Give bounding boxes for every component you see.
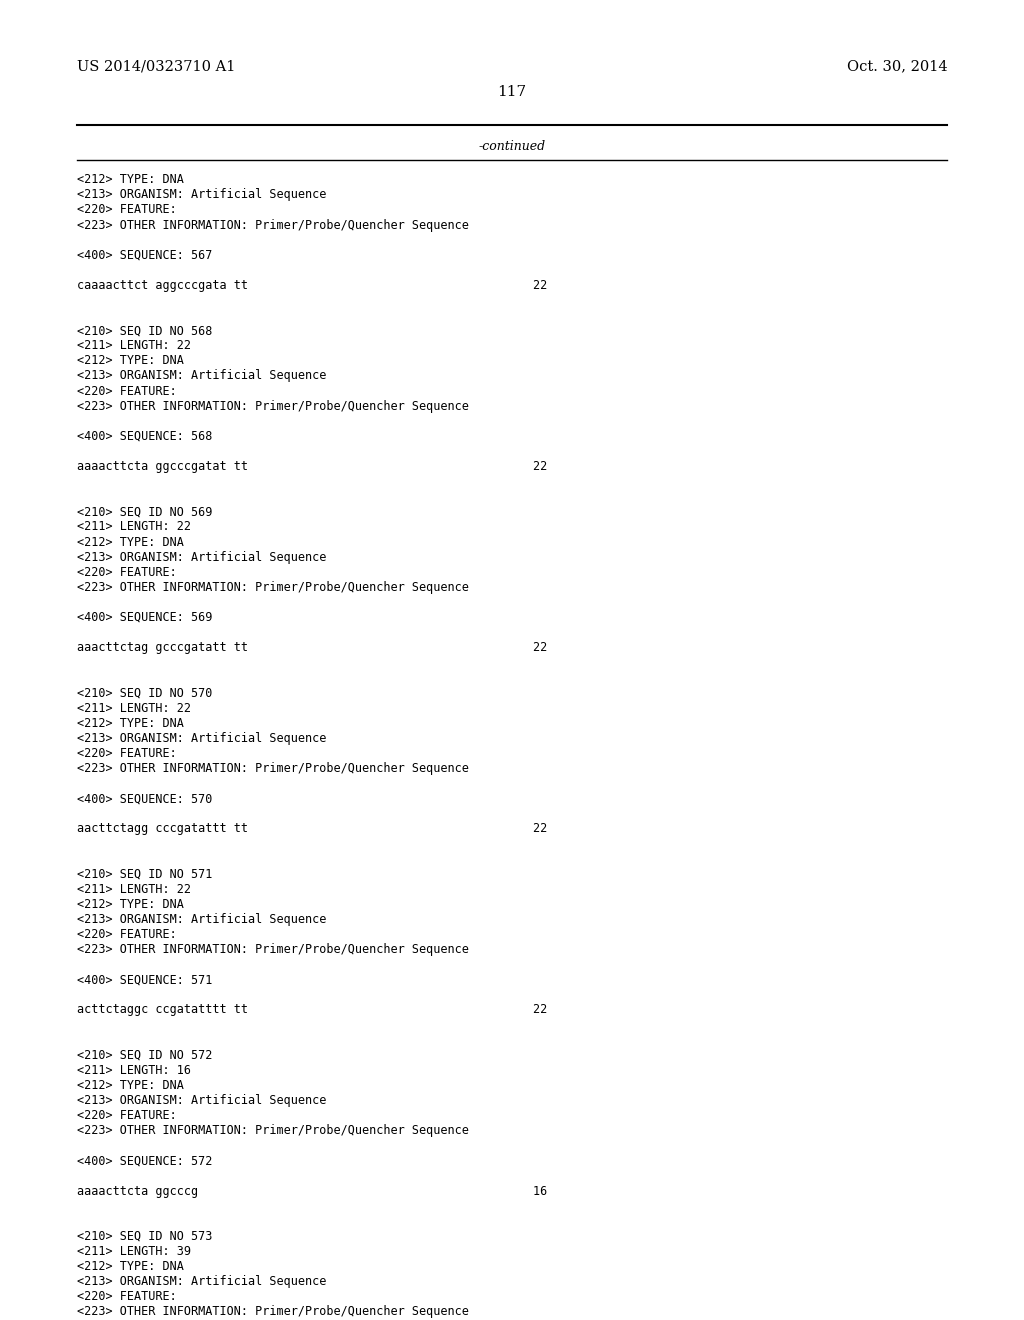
Text: <211> LENGTH: 22: <211> LENGTH: 22 [77, 520, 190, 533]
Text: <211> LENGTH: 22: <211> LENGTH: 22 [77, 883, 190, 896]
Text: <223> OTHER INFORMATION: Primer/Probe/Quencher Sequence: <223> OTHER INFORMATION: Primer/Probe/Qu… [77, 1305, 469, 1319]
Text: <213> ORGANISM: Artificial Sequence: <213> ORGANISM: Artificial Sequence [77, 731, 327, 744]
Text: <220> FEATURE:: <220> FEATURE: [77, 203, 176, 216]
Text: <213> ORGANISM: Artificial Sequence: <213> ORGANISM: Artificial Sequence [77, 370, 327, 383]
Text: <220> FEATURE:: <220> FEATURE: [77, 566, 176, 578]
Text: <210> SEQ ID NO 568: <210> SEQ ID NO 568 [77, 325, 212, 337]
Text: <213> ORGANISM: Artificial Sequence: <213> ORGANISM: Artificial Sequence [77, 1094, 327, 1107]
Text: <223> OTHER INFORMATION: Primer/Probe/Quencher Sequence: <223> OTHER INFORMATION: Primer/Probe/Qu… [77, 762, 469, 775]
Text: <220> FEATURE:: <220> FEATURE: [77, 384, 176, 397]
Text: <223> OTHER INFORMATION: Primer/Probe/Quencher Sequence: <223> OTHER INFORMATION: Primer/Probe/Qu… [77, 1125, 469, 1138]
Text: <211> LENGTH: 22: <211> LENGTH: 22 [77, 339, 190, 352]
Text: acttctaggc ccgatatttt tt                                        22: acttctaggc ccgatatttt tt 22 [77, 1003, 547, 1016]
Text: <213> ORGANISM: Artificial Sequence: <213> ORGANISM: Artificial Sequence [77, 913, 327, 925]
Text: <210> SEQ ID NO 572: <210> SEQ ID NO 572 [77, 1049, 212, 1061]
Text: <213> ORGANISM: Artificial Sequence: <213> ORGANISM: Artificial Sequence [77, 1275, 327, 1288]
Text: Oct. 30, 2014: Oct. 30, 2014 [847, 59, 947, 73]
Text: <400> SEQUENCE: 572: <400> SEQUENCE: 572 [77, 1155, 212, 1167]
Text: <210> SEQ ID NO 573: <210> SEQ ID NO 573 [77, 1230, 212, 1243]
Text: <400> SEQUENCE: 567: <400> SEQUENCE: 567 [77, 248, 212, 261]
Text: <211> LENGTH: 22: <211> LENGTH: 22 [77, 701, 190, 714]
Text: <212> TYPE: DNA: <212> TYPE: DNA [77, 354, 183, 367]
Text: <211> LENGTH: 16: <211> LENGTH: 16 [77, 1064, 190, 1077]
Text: <400> SEQUENCE: 568: <400> SEQUENCE: 568 [77, 430, 212, 444]
Text: <223> OTHER INFORMATION: Primer/Probe/Quencher Sequence: <223> OTHER INFORMATION: Primer/Probe/Qu… [77, 581, 469, 594]
Text: aaacttctag gcccgatatt tt                                        22: aaacttctag gcccgatatt tt 22 [77, 642, 547, 655]
Text: <210> SEQ ID NO 570: <210> SEQ ID NO 570 [77, 686, 212, 700]
Text: aacttctagg cccgatattt tt                                        22: aacttctagg cccgatattt tt 22 [77, 822, 547, 836]
Text: <220> FEATURE:: <220> FEATURE: [77, 1109, 176, 1122]
Text: -continued: -continued [478, 140, 546, 153]
Text: <220> FEATURE:: <220> FEATURE: [77, 747, 176, 760]
Text: <220> FEATURE:: <220> FEATURE: [77, 928, 176, 941]
Text: <213> ORGANISM: Artificial Sequence: <213> ORGANISM: Artificial Sequence [77, 550, 327, 564]
Text: <400> SEQUENCE: 569: <400> SEQUENCE: 569 [77, 611, 212, 624]
Text: <212> TYPE: DNA: <212> TYPE: DNA [77, 1261, 183, 1272]
Text: US 2014/0323710 A1: US 2014/0323710 A1 [77, 59, 236, 73]
Text: <212> TYPE: DNA: <212> TYPE: DNA [77, 717, 183, 730]
Text: <212> TYPE: DNA: <212> TYPE: DNA [77, 536, 183, 549]
Text: <400> SEQUENCE: 571: <400> SEQUENCE: 571 [77, 973, 212, 986]
Text: <400> SEQUENCE: 570: <400> SEQUENCE: 570 [77, 792, 212, 805]
Text: <212> TYPE: DNA: <212> TYPE: DNA [77, 1078, 183, 1092]
Text: <220> FEATURE:: <220> FEATURE: [77, 1290, 176, 1303]
Text: <213> ORGANISM: Artificial Sequence: <213> ORGANISM: Artificial Sequence [77, 189, 327, 202]
Text: <212> TYPE: DNA: <212> TYPE: DNA [77, 898, 183, 911]
Text: aaaacttcta ggcccgatat tt                                        22: aaaacttcta ggcccgatat tt 22 [77, 461, 547, 473]
Text: <223> OTHER INFORMATION: Primer/Probe/Quencher Sequence: <223> OTHER INFORMATION: Primer/Probe/Qu… [77, 942, 469, 956]
Text: <210> SEQ ID NO 569: <210> SEQ ID NO 569 [77, 506, 212, 519]
Text: <211> LENGTH: 39: <211> LENGTH: 39 [77, 1245, 190, 1258]
Text: <223> OTHER INFORMATION: Primer/Probe/Quencher Sequence: <223> OTHER INFORMATION: Primer/Probe/Qu… [77, 400, 469, 413]
Text: <210> SEQ ID NO 571: <210> SEQ ID NO 571 [77, 867, 212, 880]
Text: caaaacttct aggcccgata tt                                        22: caaaacttct aggcccgata tt 22 [77, 279, 547, 292]
Text: <223> OTHER INFORMATION: Primer/Probe/Quencher Sequence: <223> OTHER INFORMATION: Primer/Probe/Qu… [77, 219, 469, 231]
Text: <212> TYPE: DNA: <212> TYPE: DNA [77, 173, 183, 186]
Text: 117: 117 [498, 86, 526, 99]
Text: aaaacttcta ggcccg                                               16: aaaacttcta ggcccg 16 [77, 1184, 547, 1197]
